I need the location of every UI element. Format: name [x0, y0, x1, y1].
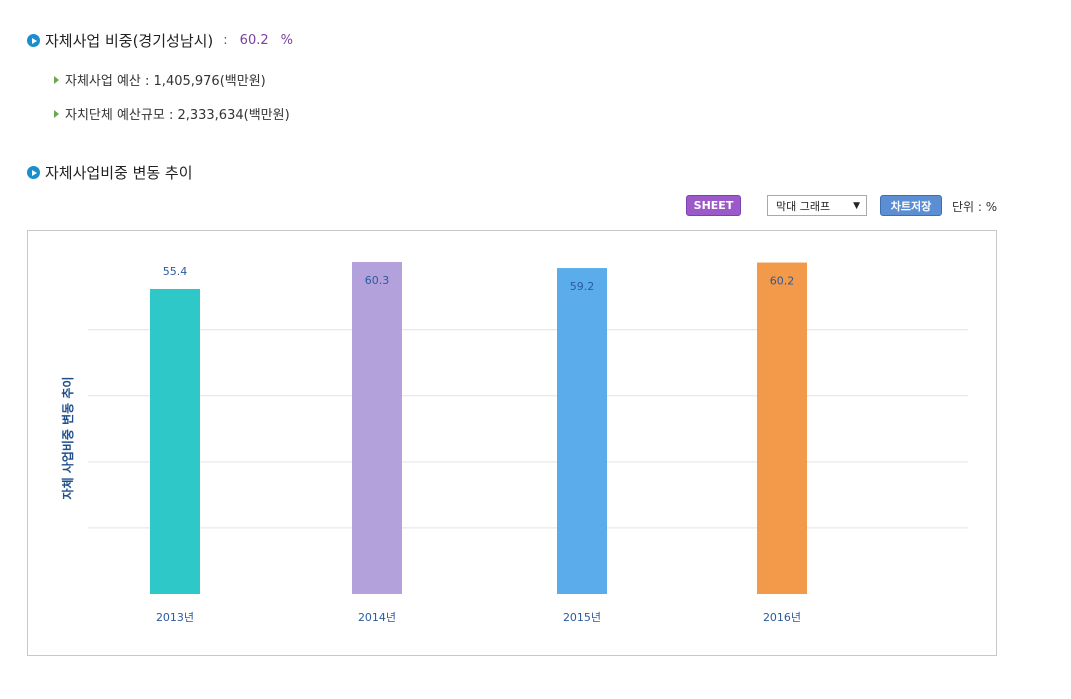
chart-frame: 자체 사업비중 변동 추이 55.4 2013년 60.3 2014년 59.2 2015년…: [27, 230, 997, 656]
local-gov-budget-item: 자치단체 예산규모 : 2,333,634(백만원): [54, 104, 290, 123]
bar-2016년: [757, 262, 807, 594]
chart-toolbar: SHEET 막대 그래프 ▼ 차트저장 단위 : %: [0, 195, 1071, 219]
sheet-button[interactable]: SHEET: [686, 195, 741, 216]
chart-type-select[interactable]: 막대 그래프 ▼: [767, 195, 867, 216]
data-label: 60.2: [770, 275, 795, 288]
self-business-budget-item: 자체사업 예산 : 1,405,976(백만원): [54, 70, 266, 89]
y-axis-label: 자체 사업비중 변동 추이: [60, 377, 75, 500]
dropdown-arrow-icon: ▼: [853, 201, 860, 211]
self-business-ratio-title: 자체사업 비중(경기성남시): [45, 32, 214, 50]
unit-label: 단위 : %: [952, 200, 998, 214]
ratio-value: 60.2: [239, 33, 269, 48]
self-business-ratio-heading: 자체사업 비중(경기성남시) : 60.2 %: [27, 30, 293, 51]
ratio-colon: :: [223, 33, 228, 48]
x-tick-label: 2014년: [358, 611, 396, 624]
x-tick-label: 2016년: [763, 611, 801, 624]
bar-2015년: [557, 268, 607, 594]
x-tick-label: 2013년: [156, 611, 194, 624]
self-business-budget-text: 자체사업 예산 : 1,405,976(백만원): [65, 74, 266, 89]
data-label: 59.2: [570, 280, 595, 293]
bar-chart: 자체 사업비중 변동 추이 55.4 2013년 60.3 2014년 59.2 2015년…: [60, 262, 968, 624]
bar-2013년: [150, 288, 200, 594]
trend-heading: 자체사업비중 변동 추이: [27, 162, 193, 183]
circle-play-icon: [27, 166, 40, 179]
data-label: 60.3: [365, 274, 390, 287]
data-label: 55.4: [163, 265, 188, 278]
triangle-right-icon: [54, 75, 59, 84]
x-tick-label: 2015년: [563, 611, 601, 624]
circle-play-icon: [27, 34, 40, 47]
chart-type-selected: 막대 그래프: [776, 199, 831, 213]
local-gov-budget-text: 자치단체 예산규모 : 2,333,634(백만원): [65, 108, 290, 123]
trend-title: 자체사업비중 변동 추이: [45, 164, 193, 182]
triangle-right-icon: [54, 109, 59, 118]
ratio-unit: %: [280, 33, 293, 48]
bar-2014년: [352, 262, 402, 594]
save-chart-button[interactable]: 차트저장: [880, 195, 942, 216]
